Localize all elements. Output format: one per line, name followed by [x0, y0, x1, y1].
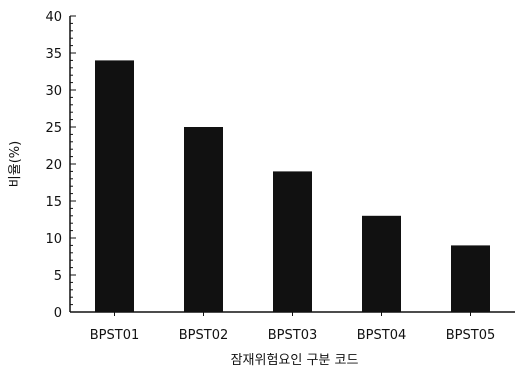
bar-BPST03	[273, 171, 312, 312]
x-tick-label: BPST02	[179, 328, 229, 343]
y-tick-label: 40	[45, 10, 62, 25]
y-tick-label: 5	[54, 269, 62, 284]
bar-BPST05	[451, 245, 490, 312]
x-axis-tick-labels: BPST01 BPST02 BPST03 BPST04 BPST05	[90, 312, 496, 343]
y-axis-title: 비율(%)	[8, 141, 23, 187]
y-tick-label: 30	[45, 84, 62, 99]
x-tick-label: BPST01	[90, 328, 140, 343]
bar-BPST02	[184, 127, 223, 312]
bar-BPST04	[362, 215, 401, 312]
x-axis-title: 잠재위험요인 구분 코드	[231, 353, 359, 368]
y-tick-label: 25	[45, 121, 62, 136]
x-tick-label: BPST03	[268, 328, 318, 343]
bars	[95, 60, 490, 313]
bar-BPST01	[95, 60, 134, 313]
y-tick-label: 0	[54, 306, 62, 321]
x-tick-label: BPST04	[357, 328, 407, 343]
y-tick-label: 15	[45, 195, 62, 210]
x-tick-label: BPST05	[446, 328, 496, 343]
y-axis-ticks: 0 5 10 15 20 25 30 35 40	[45, 10, 76, 321]
y-tick-label: 10	[45, 232, 62, 247]
y-tick-label: 35	[45, 47, 62, 62]
y-tick-label: 20	[45, 158, 62, 173]
